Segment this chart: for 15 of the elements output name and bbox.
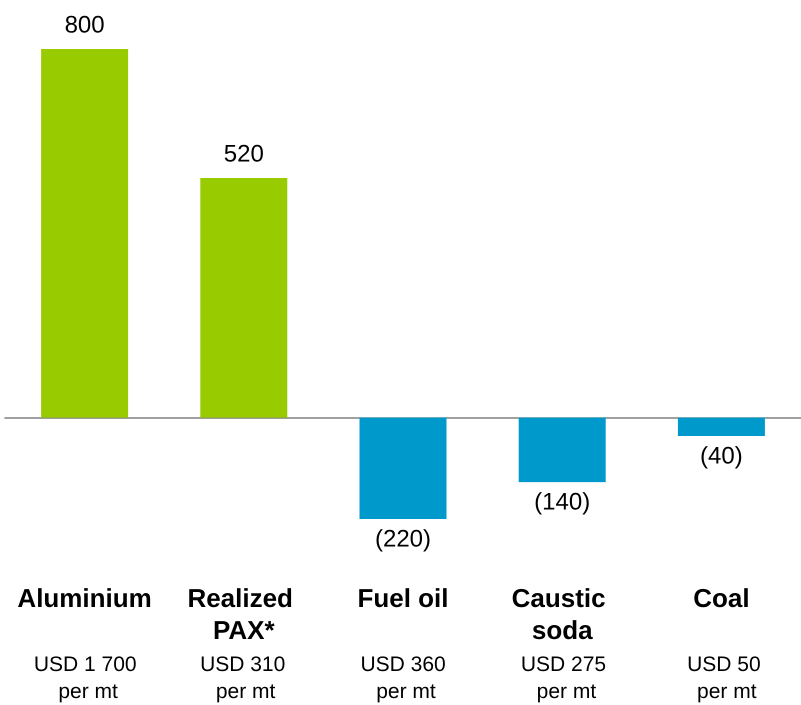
- x-tick-label: Aluminium: [17, 583, 152, 613]
- text: USD 1 700 per mt: [34, 653, 137, 703]
- x-tick-label: Caustic soda: [512, 583, 613, 645]
- data-label: (220): [374, 526, 432, 552]
- data-label: (140): [534, 488, 590, 516]
- x-tick-label: Coal: [693, 583, 750, 613]
- text: USD 360 per mt: [360, 653, 452, 703]
- data-label: 800: [64, 12, 105, 38]
- x-tick-label: Fuel oil: [358, 583, 448, 613]
- data-label: 520: [224, 140, 264, 168]
- text: USD 275 per mt: [520, 653, 612, 703]
- text: USD 310 per mt: [200, 653, 292, 703]
- x-tick-label: Realized PAX*: [187, 583, 300, 645]
- data-label: (40): [700, 442, 743, 470]
- text: USD 50 per mt: [687, 653, 766, 703]
